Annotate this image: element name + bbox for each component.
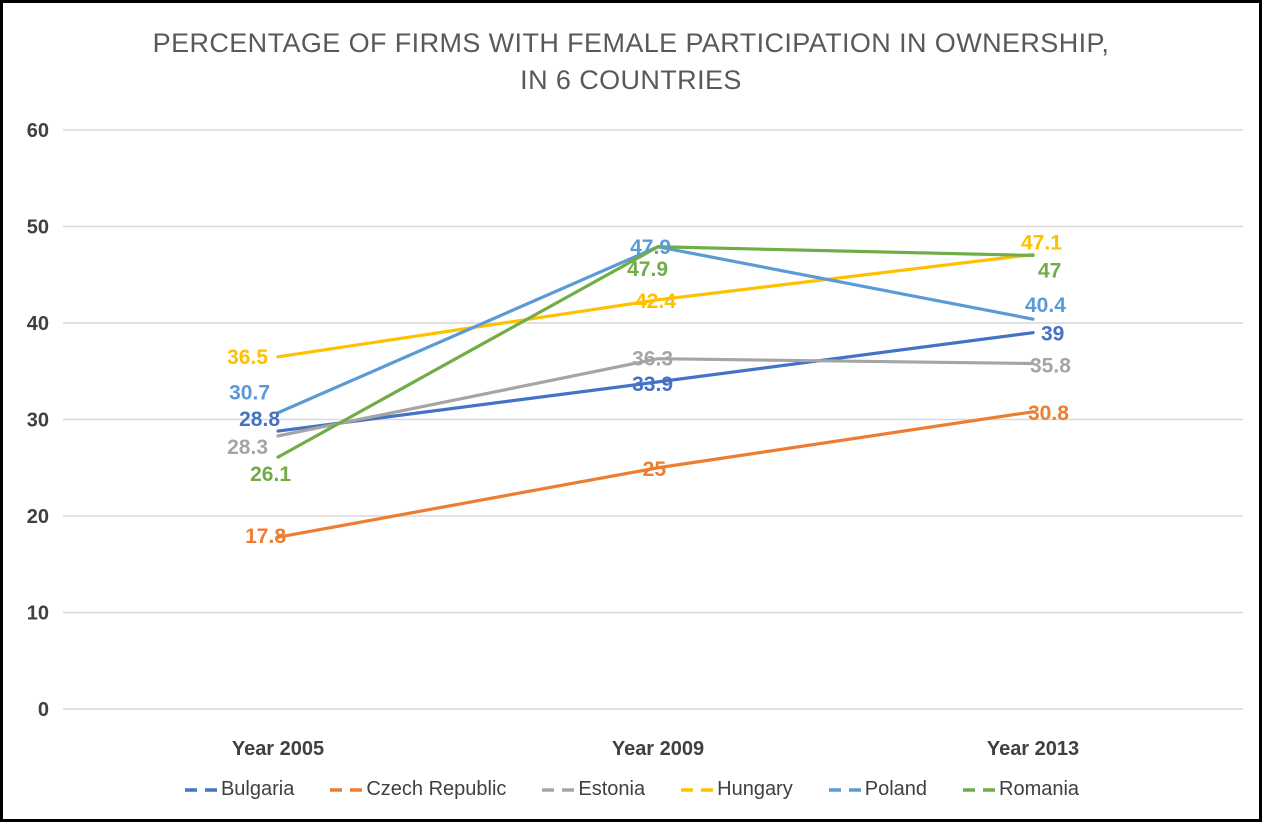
data-label-romania-year-2013: 47 bbox=[1038, 259, 1061, 282]
y-axis-tick-10: 10 bbox=[27, 603, 49, 625]
data-label-poland-year-2005: 30.7 bbox=[229, 382, 270, 405]
y-axis-tick-40: 40 bbox=[27, 313, 49, 335]
x-axis-label-year-2005: Year 2005 bbox=[232, 738, 324, 760]
data-label-romania-year-2005: 26.1 bbox=[250, 463, 291, 486]
y-axis-tick-0: 0 bbox=[38, 699, 49, 721]
legend: Bulgaria Czech Republic Estonia Hungary Pola… bbox=[3, 778, 1259, 801]
x-axis-label-year-2009: Year 2009 bbox=[612, 738, 704, 760]
y-axis-tick-60: 60 bbox=[27, 120, 49, 142]
legend-item-hungary: Hungary bbox=[679, 778, 793, 801]
data-label-romania-year-2009: 47.9 bbox=[627, 258, 668, 281]
legend-dash-marker-estonia bbox=[542, 787, 575, 792]
series-line-romania bbox=[276, 245, 1035, 459]
chart-title-line-2: IN 6 COUNTRIES bbox=[520, 65, 742, 95]
legend-dash-marker-bulgaria bbox=[184, 787, 217, 792]
data-label-estonia-year-2013: 35.8 bbox=[1030, 355, 1071, 378]
legend-label-romania: Romania bbox=[999, 778, 1080, 800]
data-label-czech-republic-year-2009: 25 bbox=[643, 458, 667, 481]
series-line-bulgaria bbox=[276, 331, 1035, 433]
data-label-hungary-year-2005: 36.5 bbox=[227, 346, 268, 369]
legend-dash-marker-czech-republic bbox=[330, 787, 363, 792]
chart-title: PERCENTAGE OF FIRMS WITH FEMALE PARTICIP… bbox=[3, 25, 1259, 99]
legend-label-poland: Poland bbox=[864, 778, 928, 800]
legend-dash-marker-hungary bbox=[681, 787, 714, 792]
x-axis-label-year-2013: Year 2013 bbox=[987, 738, 1079, 760]
data-label-hungary-year-2009: 42.4 bbox=[635, 290, 676, 313]
series-line-czech-republic bbox=[276, 410, 1035, 539]
data-label-hungary-year-2013: 47.1 bbox=[1021, 231, 1062, 254]
data-label-estonia-year-2009: 36.3 bbox=[632, 348, 673, 371]
data-label-bulgaria-year-2009: 33.9 bbox=[632, 373, 673, 396]
legend-label-bulgaria: Bulgaria bbox=[220, 778, 295, 800]
legend-label-estonia: Estonia bbox=[578, 778, 646, 800]
data-label-bulgaria-year-2005: 28.8 bbox=[239, 408, 280, 431]
series-line-estonia bbox=[276, 357, 1035, 438]
legend-item-czech-republic: Czech Republic bbox=[328, 778, 506, 801]
legend-dash-marker-poland bbox=[828, 787, 861, 792]
legend-label-czech-republic: Czech Republic bbox=[366, 778, 507, 800]
legend-item-estonia: Estonia bbox=[540, 778, 645, 801]
data-label-czech-republic-year-2013: 30.8 bbox=[1028, 402, 1069, 425]
plot-area: 0 10 20 30 40 50 60 Year 2005 Year 2009 Year 2013… bbox=[27, 120, 1243, 760]
legend-item-poland: Poland bbox=[827, 778, 927, 801]
legend-dash-marker-romania bbox=[963, 787, 996, 792]
y-axis-tick-30: 30 bbox=[27, 410, 49, 432]
data-label-czech-republic-year-2005: 17.8 bbox=[245, 525, 286, 548]
chart-title-line-1: PERCENTAGE OF FIRMS WITH FEMALE PARTICIP… bbox=[152, 28, 1110, 58]
y-axis-tick-20: 20 bbox=[27, 506, 49, 528]
legend-item-romania: Romania bbox=[961, 778, 1079, 801]
legend-label-hungary: Hungary bbox=[717, 778, 793, 800]
y-axis-tick-50: 50 bbox=[27, 217, 49, 239]
data-label-bulgaria-year-2013: 39 bbox=[1041, 323, 1064, 346]
data-label-poland-year-2009: 47.9 bbox=[630, 236, 671, 259]
data-label-poland-year-2013: 40.4 bbox=[1025, 294, 1066, 317]
data-label-estonia-year-2005: 28.3 bbox=[227, 436, 268, 459]
legend-item-bulgaria: Bulgaria bbox=[183, 778, 294, 801]
series-line-hungary bbox=[276, 252, 1035, 359]
